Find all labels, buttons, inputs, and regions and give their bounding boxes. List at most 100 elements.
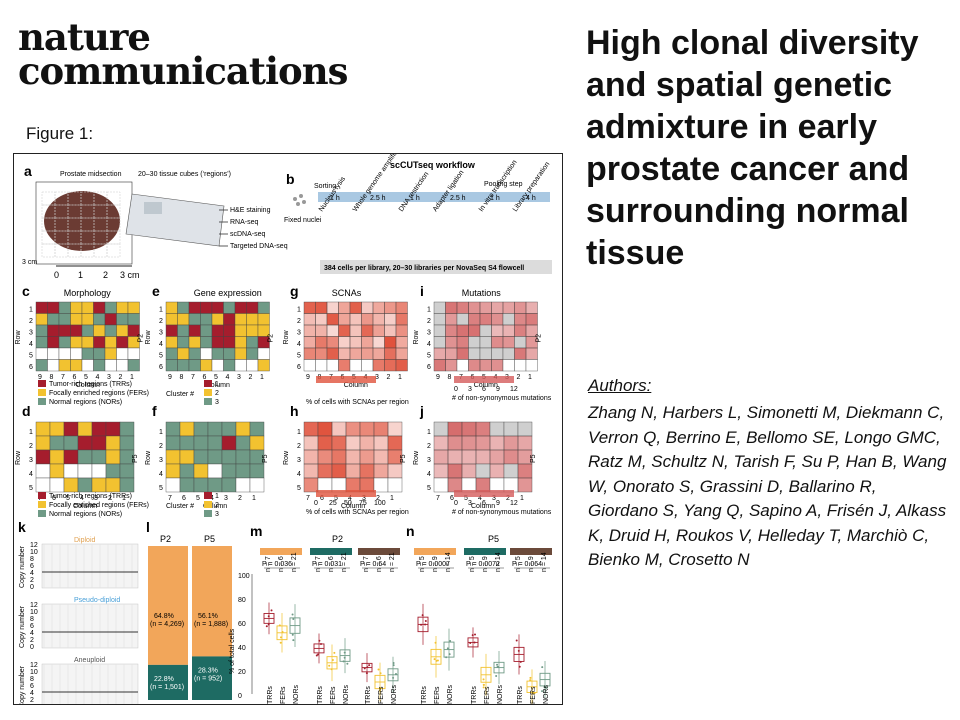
heatmap-cell — [47, 301, 60, 314]
heatmap-cell — [81, 301, 94, 314]
heatmap-cell — [489, 421, 505, 437]
copy-plot-bg — [41, 663, 139, 704]
copy-ytick: 6 — [30, 623, 34, 630]
scale-3: 3 cm — [120, 270, 140, 280]
row-tick: 2 — [159, 318, 163, 325]
copy-ytick: 4 — [30, 630, 34, 637]
legend-swatch — [204, 492, 212, 499]
yscale: 3 cm — [22, 259, 37, 266]
mn-ytick: 100 — [238, 573, 250, 580]
heatmap-cell — [345, 477, 361, 493]
heatmap-cell — [456, 313, 469, 326]
heatmap-cell — [489, 435, 505, 451]
mn-point — [435, 659, 438, 662]
heatmap-cell — [188, 313, 201, 326]
mn-point — [446, 647, 449, 650]
col-tick: 4 — [348, 495, 352, 502]
heatmap-cell — [517, 421, 533, 437]
heatmap-cell — [525, 359, 538, 372]
heatmap-cell — [207, 463, 223, 479]
heatmap-cell — [207, 449, 223, 465]
heatmap-cell — [479, 359, 492, 372]
heatmap-cell — [372, 301, 385, 314]
col-tick: 6 — [52, 495, 56, 502]
heatmap-cell — [235, 477, 251, 493]
column-label: Column — [76, 382, 100, 389]
heatmap-cell — [116, 359, 129, 372]
heatmap-cell — [361, 359, 374, 372]
copy-ytick: 6 — [30, 683, 34, 690]
timeline-segment — [478, 192, 512, 202]
mn-group-header — [260, 548, 302, 555]
heatmap-cell — [223, 301, 236, 314]
legend-text: Tumor-rich regions (TRRs) — [49, 381, 132, 388]
legend-text: 1 — [215, 381, 219, 388]
row-label: Row — [283, 330, 290, 345]
heatmap-cell — [200, 301, 213, 314]
heatmap-cell — [517, 435, 533, 451]
mn-n-label: n = 5 — [419, 556, 426, 572]
heatmap-cell — [35, 336, 48, 349]
timeline-time: 1 h — [330, 195, 340, 202]
mn-pvalue: P = 0.64 — [360, 561, 386, 568]
col-tick: 3 — [237, 374, 241, 381]
heatmap-cell — [81, 324, 94, 337]
row-tick: 1 — [297, 429, 301, 436]
panel-l-bars: P2 64.8%(n = 4,269) 22.8%(n = 1,501) P5 56.1… — [148, 534, 232, 700]
heatmap-cell — [47, 336, 60, 349]
heatmap-cell — [303, 313, 316, 326]
col-tick: 1 — [528, 374, 532, 381]
mn-n-label: n = 14 — [495, 552, 502, 572]
heatmap-cell — [221, 477, 237, 493]
mut-tick: 0 — [454, 500, 458, 507]
row-tick: 5 — [297, 353, 301, 360]
heatmap-cell — [361, 347, 374, 360]
panel-l-label: l — [146, 519, 150, 535]
heatmap-cell — [116, 301, 129, 314]
mn-point — [342, 660, 345, 663]
heatmap-cell — [489, 449, 505, 465]
heatmap-cell — [489, 463, 505, 479]
legend-text: Focally enriched regions (FERs) — [49, 502, 149, 509]
row-tick: 6 — [29, 364, 33, 371]
heatmap-cell — [445, 359, 458, 372]
heatmap-cell — [359, 463, 375, 479]
column-label: Column — [206, 382, 230, 389]
heatmap-cell — [456, 359, 469, 372]
row-tick: 4 — [159, 341, 163, 348]
panel-b-title: scCUTseq workflow — [390, 160, 476, 170]
heatmap-cell — [249, 463, 265, 479]
legend-text: Focally enriched regions (FERs) — [49, 390, 149, 397]
mn-n-label: n = 7 — [363, 556, 370, 572]
mn-point — [379, 686, 382, 689]
column-label: Column — [474, 382, 498, 389]
heatmap-cell — [246, 336, 259, 349]
row-tick: 5 — [29, 485, 33, 492]
heatmap-cell — [361, 324, 374, 337]
scna-colorbar — [316, 376, 376, 383]
row-tick: 4 — [427, 341, 431, 348]
row-label: Row — [15, 450, 22, 465]
heatmap-cell — [359, 477, 375, 493]
heatmap-cell — [433, 449, 449, 465]
copy-ytick: 10 — [30, 549, 38, 556]
stack-top-n: (n = 4,269) — [150, 621, 184, 628]
scna-tick: 100 — [374, 500, 386, 507]
patient-label: P5 — [132, 454, 139, 463]
heatmap-cell — [514, 347, 527, 360]
heatmap-cell — [517, 477, 533, 493]
mut-legend: # of non-synonymous mutations — [452, 395, 552, 402]
mut-tick: 6 — [482, 386, 486, 393]
heatmap-cell — [349, 313, 362, 326]
mn-point — [328, 664, 331, 667]
row-label: Row — [145, 450, 152, 465]
heatmap-cell — [179, 463, 195, 479]
col-tick: 7 — [168, 495, 172, 502]
heatmap-cell — [433, 435, 449, 451]
patient-label: P2 — [536, 334, 543, 343]
heatmap-cell — [70, 347, 83, 360]
heatmap-cell — [47, 313, 60, 326]
heatmap-cell — [373, 449, 389, 465]
col-tick: 1 — [252, 495, 256, 502]
heatmap-cell — [468, 347, 481, 360]
